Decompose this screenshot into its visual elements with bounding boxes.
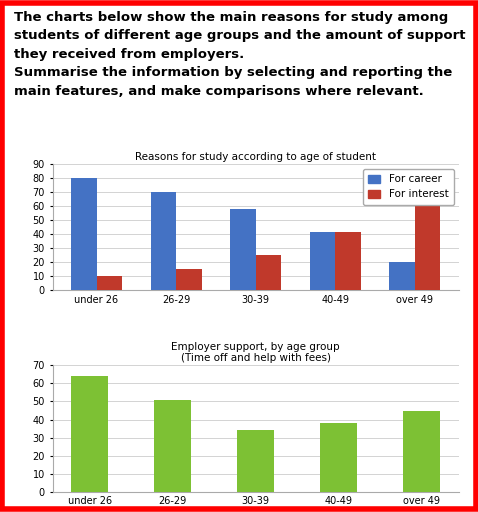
Bar — [237, 430, 274, 492]
Bar — [256, 255, 281, 290]
Bar — [320, 423, 358, 492]
Title: Reasons for study according to age of student: Reasons for study according to age of st… — [135, 152, 376, 162]
Legend: For career, For interest: For career, For interest — [363, 169, 454, 205]
Bar — [176, 269, 202, 290]
Bar — [230, 209, 256, 290]
Bar — [71, 178, 97, 290]
Bar — [97, 276, 122, 290]
Bar — [151, 192, 176, 290]
Bar — [336, 232, 361, 290]
Bar — [310, 232, 336, 290]
Bar — [390, 262, 415, 290]
Bar — [71, 376, 109, 492]
Text: The charts below show the main reasons for study among
students of different age: The charts below show the main reasons f… — [14, 11, 466, 98]
Bar — [403, 411, 440, 492]
Bar — [154, 400, 191, 492]
Bar — [415, 192, 440, 290]
Title: Employer support, by age group
(Time off and help with fees): Employer support, by age group (Time off… — [172, 342, 340, 364]
